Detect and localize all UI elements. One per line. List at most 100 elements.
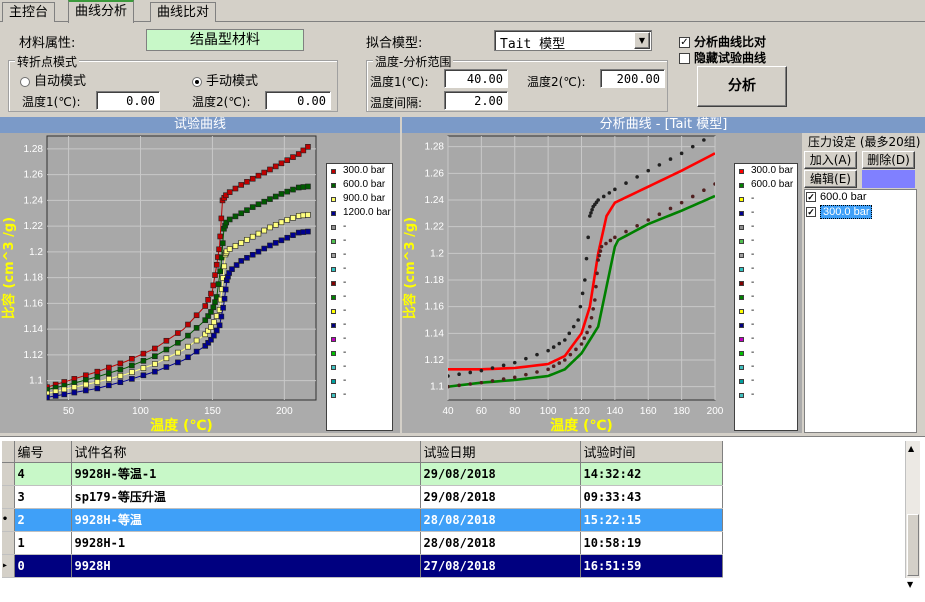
scroll-up-icon[interactable]: ▲ xyxy=(908,444,915,453)
data-point xyxy=(468,370,473,375)
legend-swatch-icon xyxy=(331,379,336,384)
data-point xyxy=(284,188,291,195)
data-point xyxy=(571,324,576,329)
tab-main-console[interactable]: 主控台 xyxy=(2,2,56,22)
hide-test-curves-checkbox[interactable]: 隐藏试验曲线 xyxy=(679,49,766,66)
table-row[interactable]: 3 sp179-等压升温 29/08/2018 09:33:43 xyxy=(2,485,723,509)
col-header-id[interactable]: 编号 xyxy=(14,441,72,463)
edit-pressure-button[interactable]: 编辑(E) xyxy=(804,170,857,188)
data-point xyxy=(175,359,181,366)
data-point xyxy=(580,291,585,296)
data-point xyxy=(218,313,225,320)
table-row[interactable]: 4 9928H-等温-1 29/08/2018 14:32:42 xyxy=(2,462,723,486)
legend-label: - xyxy=(343,319,347,330)
data-point xyxy=(129,376,135,382)
col-header-date[interactable]: 试验日期 xyxy=(420,441,581,463)
data-point xyxy=(129,369,135,375)
y-tick-label: 1.24 xyxy=(24,195,44,206)
legend-label: - xyxy=(751,333,755,344)
data-point xyxy=(546,367,550,372)
data-point xyxy=(83,381,89,388)
delete-pressure-button[interactable]: 删除(D) xyxy=(862,151,915,169)
pressure-item-selected[interactable]: ✓ 300.0 bar xyxy=(806,205,916,220)
pressure-item[interactable]: ✓ 600.0 bar xyxy=(806,191,867,203)
legend-swatch-icon xyxy=(331,197,336,202)
legend-entry: - xyxy=(735,276,797,290)
analysis-curve-chart: 40 60 80 100 120 140 160 180 200 1.1 1.12 1.14 1.16 1… xyxy=(402,133,724,433)
manual-mode-radio[interactable]: 手动模式 xyxy=(192,70,258,89)
data-point xyxy=(83,387,89,394)
legend-swatch-icon xyxy=(739,197,744,202)
color-swatch[interactable] xyxy=(862,170,915,188)
data-point xyxy=(106,382,112,389)
legend-swatch-icon xyxy=(739,365,744,370)
checkbox-icon xyxy=(679,53,690,64)
x-axis-label: 温度 (℃) xyxy=(550,417,613,433)
turn-point-group: 转折点模式 xyxy=(8,53,338,112)
legend-swatch-icon xyxy=(739,393,744,398)
tab-curve-compare[interactable]: 曲线比对 xyxy=(150,2,217,22)
data-point xyxy=(205,340,211,346)
legend-label: - xyxy=(343,389,347,400)
compare-curves-checkbox[interactable]: ✓ 分析曲线比对 xyxy=(679,35,767,49)
data-point xyxy=(284,234,291,241)
legend-swatch-icon xyxy=(331,281,336,286)
data-point xyxy=(568,352,573,357)
turn-temp2-input[interactable]: 0.00 xyxy=(265,91,331,110)
data-point xyxy=(272,163,279,170)
legend-entry: - xyxy=(327,374,392,388)
data-point xyxy=(457,372,461,377)
turn-temp2-label: 温度2(℃): xyxy=(192,95,251,109)
table-row[interactable]: 1 9928H-1 28/08/2018 10:58:19 xyxy=(2,531,723,555)
data-point xyxy=(586,235,590,240)
legend-entry: - xyxy=(735,262,797,276)
range-temp2-input[interactable]: 200.00 xyxy=(600,69,665,88)
table-row[interactable]: ▸ 0 9928H 27/08/2018 16:51:59 xyxy=(2,554,723,578)
data-point xyxy=(267,242,273,249)
range-temp1-input[interactable]: 40.00 xyxy=(444,69,508,88)
tab-curve-analysis[interactable]: 曲线分析 xyxy=(68,0,135,23)
legend-label: - xyxy=(751,235,755,246)
col-header-time[interactable]: 试验时间 xyxy=(580,441,723,463)
legend-swatch-icon xyxy=(331,183,336,188)
row-indicator xyxy=(2,531,15,555)
data-point xyxy=(300,212,307,219)
data-point xyxy=(300,147,307,154)
data-point xyxy=(501,363,506,368)
data-point xyxy=(213,261,220,268)
analyze-button[interactable]: 分析 xyxy=(697,66,787,107)
data-point xyxy=(585,330,589,335)
y-tick-label: 1.26 xyxy=(425,168,445,179)
data-point xyxy=(255,230,262,237)
legend-label: - xyxy=(343,221,347,232)
auto-mode-radio[interactable]: 自动模式 xyxy=(20,70,86,89)
scroll-down-icon[interactable]: ▼ xyxy=(907,580,914,589)
legend-entry: - xyxy=(735,304,797,318)
chevron-down-icon[interactable]: ▼ xyxy=(634,32,650,49)
legend-swatch-icon xyxy=(331,351,336,356)
scroll-thumb[interactable] xyxy=(907,514,919,576)
data-point xyxy=(232,243,239,249)
data-point xyxy=(261,227,268,234)
y-tick-label: 1.16 xyxy=(24,298,44,309)
data-point xyxy=(193,325,200,331)
turn-temp1-input[interactable]: 0.00 xyxy=(96,91,160,110)
vertical-scrollbar[interactable]: ▲ xyxy=(905,441,920,578)
legend-label: - xyxy=(343,305,347,316)
legend-swatch-icon xyxy=(739,379,744,384)
fit-model-select[interactable]: Tait 模型 ▼ xyxy=(494,30,652,52)
col-header-name[interactable]: 试件名称 xyxy=(71,441,421,463)
data-point xyxy=(219,240,226,246)
data-point xyxy=(590,207,594,212)
legend-label: - xyxy=(343,361,347,372)
table-row[interactable]: • 2 9928H-等温 28/08/2018 15:22:15 xyxy=(2,508,723,532)
data-point xyxy=(524,356,528,361)
data-point xyxy=(106,376,112,382)
data-point xyxy=(702,138,706,142)
range-interval-input[interactable]: 2.00 xyxy=(444,91,508,110)
legend-entry: - xyxy=(327,262,392,276)
data-point xyxy=(713,133,717,135)
add-pressure-button[interactable]: 加入(A) xyxy=(804,151,857,169)
data-point xyxy=(202,331,209,338)
data-point xyxy=(608,238,613,243)
